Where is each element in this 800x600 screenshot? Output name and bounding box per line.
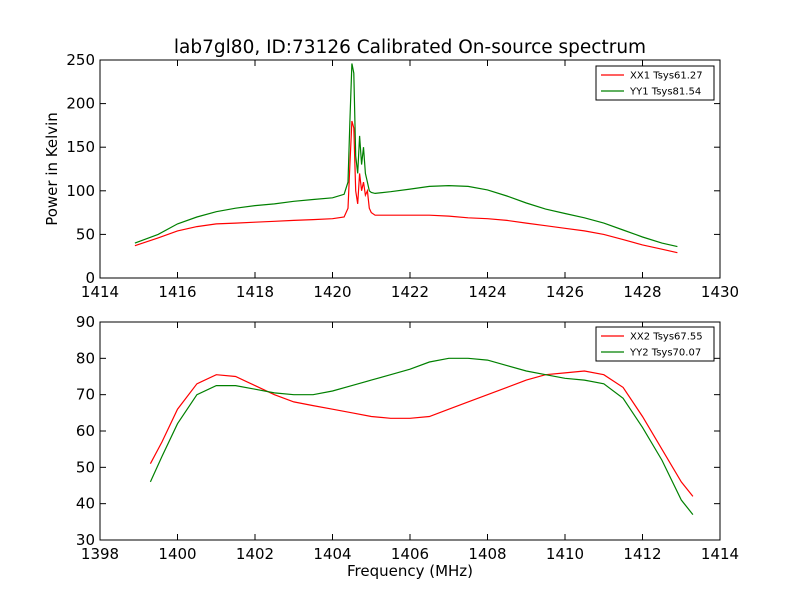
series-line-2 — [149, 357, 694, 515]
legend-entry-1: XX1 Tsys61.27 — [630, 71, 703, 82]
legend-entry-2: YY1 Tsys81.54 — [629, 87, 701, 98]
x-tick-label: 1420 — [313, 283, 351, 301]
x-tick-label: 1400 — [158, 545, 196, 563]
series-line-1 — [149, 370, 694, 497]
y-tick-label: 90 — [76, 313, 95, 331]
x-tick-label: 1416 — [158, 283, 196, 301]
y-tick-label: 60 — [76, 422, 95, 440]
y-tick-label: 80 — [76, 349, 95, 367]
y-tick-label: 50 — [76, 458, 95, 476]
legend-box — [595, 326, 715, 362]
plot-bottom: 1398 1400 1402 1404 1406 1408 1410 1412 1414 30 40… — [76, 313, 739, 580]
y-axis-label: Power in Kelvin — [43, 112, 61, 226]
figure-title: lab7gl80, ID:73126 Calibrated On-source … — [174, 37, 646, 58]
x-tick-label: 1426 — [546, 283, 584, 301]
y-tick-label: 40 — [76, 495, 95, 513]
y-tick-label: 250 — [66, 51, 95, 69]
x-tick-label: 1408 — [468, 545, 506, 563]
legend-entry-1: XX2 Tsys67.55 — [630, 332, 703, 343]
series-line-1 — [134, 120, 678, 254]
series-line-2 — [134, 63, 678, 248]
x-tick-label: 1406 — [391, 545, 429, 563]
y-tick-label: 50 — [76, 225, 95, 243]
y-tick-label: 70 — [76, 386, 95, 404]
x-tick-label: 1410 — [546, 545, 584, 563]
x-tick-label: 1430 — [701, 283, 739, 301]
x-tick-label: 1414 — [81, 283, 119, 301]
x-tick-label: 1404 — [313, 545, 351, 563]
x-tick-label: 1428 — [623, 283, 661, 301]
x-tick-label: 1398 — [81, 545, 119, 563]
x-axis-label: Frequency (MHz) — [347, 562, 473, 580]
legend-entry-2: YY2 Tsys70.07 — [629, 348, 701, 359]
x-tick-label: 1418 — [236, 283, 274, 301]
x-tick-label: 1414 — [701, 545, 739, 563]
plot-top: 1414 1416 1418 1420 1422 1424 1426 1428 1430 0 50 1… — [43, 51, 739, 301]
y-tick-label: 200 — [66, 95, 95, 113]
x-tick-label: 1412 — [623, 545, 661, 563]
y-tick-label: 150 — [66, 138, 95, 156]
x-tick-label: 1402 — [236, 545, 274, 563]
y-tick-label: 100 — [66, 182, 95, 200]
x-tick-label: 1424 — [468, 283, 506, 301]
legend-box — [595, 65, 715, 101]
x-tick-label: 1422 — [391, 283, 429, 301]
y-tick-label: 0 — [85, 269, 95, 287]
y-tick-label: 30 — [76, 531, 95, 549]
